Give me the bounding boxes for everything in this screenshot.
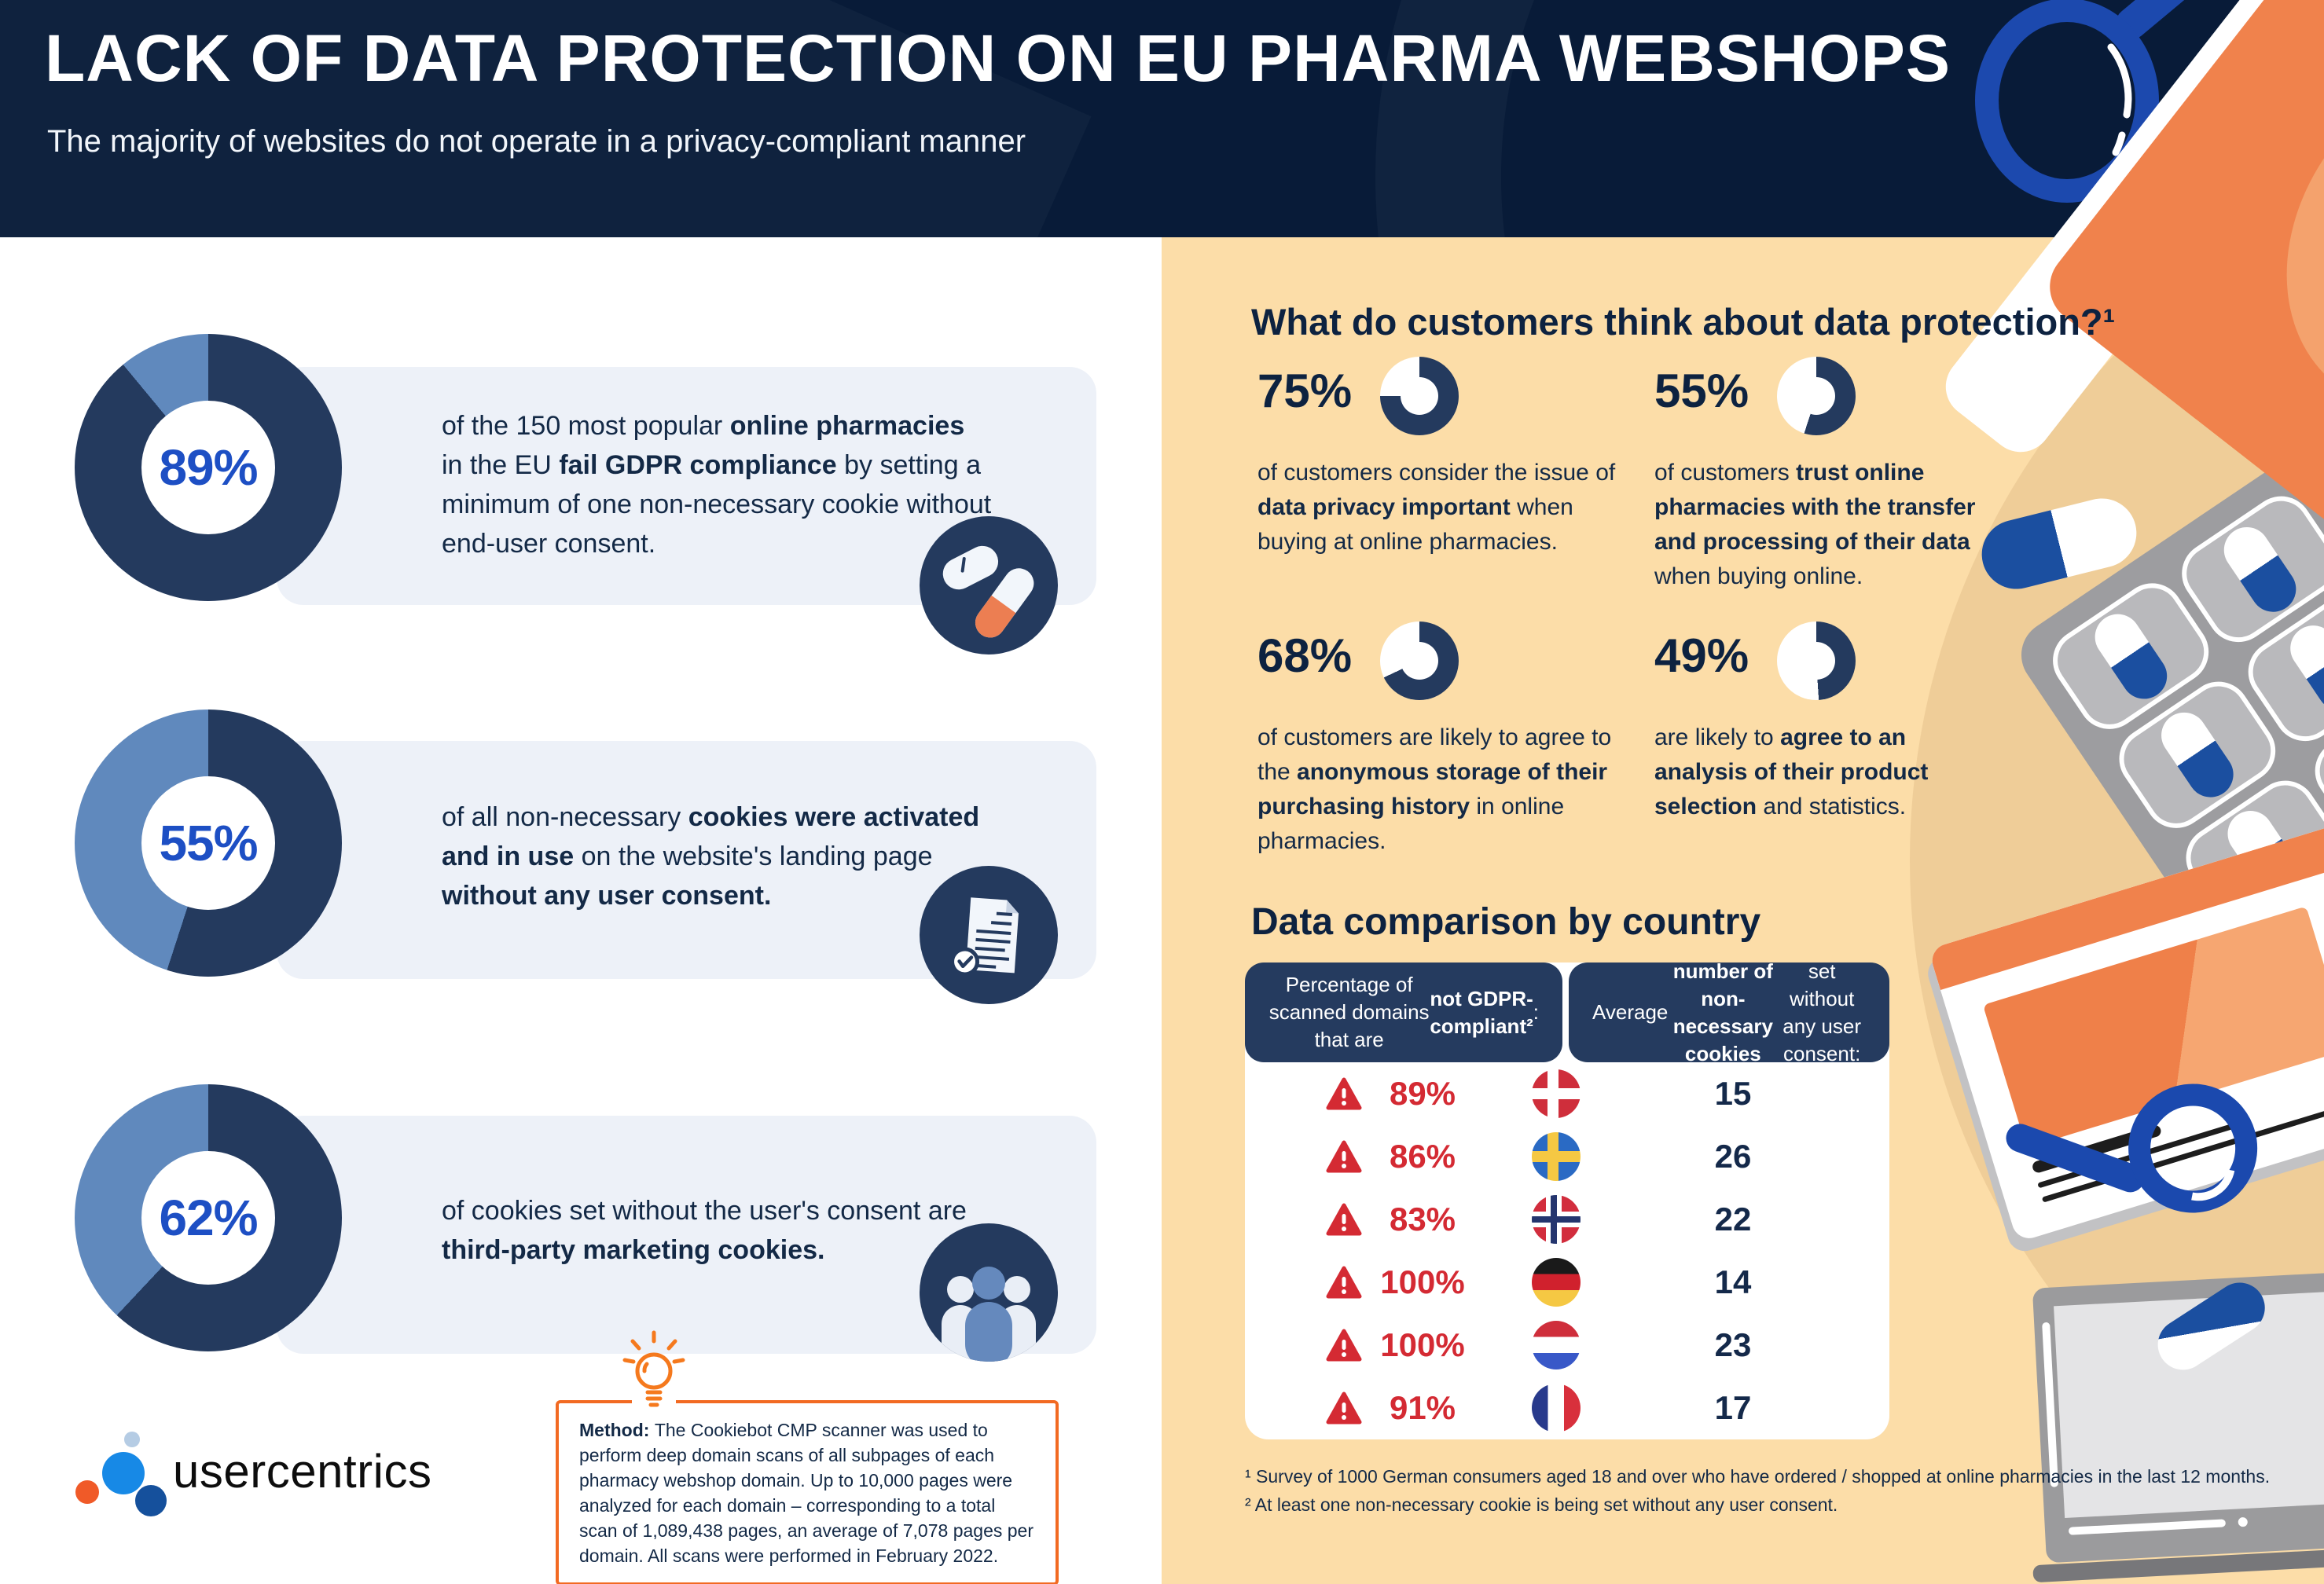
- mini-donut-chart: [1777, 357, 1856, 435]
- stat-card-text: of the 150 most popular online pharmacie…: [442, 411, 992, 559]
- table-row-germany: 100% 14: [1245, 1251, 1889, 1314]
- footnote-1: ¹ Survey of 1000 German consumers aged 1…: [1245, 1466, 2271, 1487]
- donut-hole: 89%: [141, 401, 275, 534]
- stat-head: 75%: [1257, 357, 1643, 435]
- warning-icon: [1326, 1077, 1362, 1110]
- table-rows: 89% 15 86% 26 83% 22 100% 14: [1245, 1062, 1889, 1439]
- comparison-heading: Data comparison by country: [1251, 901, 1761, 943]
- logo-dot-blue: [102, 1452, 145, 1494]
- warning-icon: [1326, 1203, 1362, 1236]
- lightbulb-icon: [622, 1330, 685, 1407]
- laptop-decoration: [2032, 1270, 2324, 1584]
- magnifying-glass-icon: [1975, 0, 2185, 203]
- noncompliant-percent: 91%: [1389, 1389, 1456, 1426]
- donut-percent-label: 62%: [159, 1190, 258, 1246]
- table-row-denmark: 89% 15: [1245, 1062, 1889, 1125]
- flag-france-icon: [1532, 1384, 1581, 1432]
- warning-icon: [1326, 1392, 1362, 1424]
- cookie-count: 22: [1714, 1201, 1752, 1238]
- capsule-icon: [2215, 518, 2305, 621]
- table-header-cookies: Average number of non-necessary cookies …: [1569, 959, 1889, 1065]
- flag-norway-icon: [1532, 1195, 1581, 1244]
- donut-percent-label: 89%: [159, 439, 258, 496]
- cookie-count: 26: [1714, 1138, 1752, 1175]
- noncompliant-percent: 83%: [1389, 1201, 1456, 1238]
- donut-hole: 55%: [141, 776, 275, 910]
- table-row-norway: 83% 22: [1245, 1188, 1889, 1251]
- header-banner: LACK OF DATA PROTECTION ON EU PHARMA WEB…: [0, 0, 2324, 237]
- customer-stat-49: 49% are likely to agree to an analysis o…: [1654, 622, 2039, 824]
- flag-germany-icon: [1532, 1258, 1581, 1307]
- customer-section-heading: What do customers think about data prote…: [1251, 301, 2116, 343]
- logo-dot-navy: [135, 1485, 167, 1516]
- stat-card-text: of cookies set without the user's consen…: [442, 1196, 967, 1265]
- donut-chart-62: 62%: [75, 1084, 342, 1351]
- warning-icon: [1326, 1140, 1362, 1173]
- capsule-icon: [2086, 605, 2176, 708]
- magnifying-glass-icon: [1994, 1062, 2278, 1261]
- noncompliant-percent: 86%: [1389, 1138, 1456, 1175]
- stat-percent: 55%: [1654, 365, 1749, 417]
- magnifier-lens: [2122, 1077, 2264, 1219]
- table-row-france: 91% 17: [1245, 1377, 1889, 1439]
- stat-percent: 75%: [1257, 365, 1353, 417]
- stat-text: of customers consider the issue of data …: [1257, 460, 1616, 555]
- cookie-count: 14: [1714, 1263, 1752, 1300]
- stat-text: are likely to agree to an analysis of th…: [1654, 724, 1929, 820]
- usercentrics-logo: usercentrics: [69, 1432, 509, 1518]
- stat-card-text: of all non-necessary cookies were activa…: [442, 802, 980, 911]
- stat-head: 49%: [1654, 622, 2039, 700]
- donut-percent-label: 55%: [159, 815, 258, 871]
- noncompliant-percent: 89%: [1389, 1075, 1456, 1112]
- pill-capsule-icon: [920, 516, 1058, 654]
- country-comparison-table: Percentage of scanned domains that are n…: [1245, 959, 1889, 1439]
- page-subtitle: The majority of websites do not operate …: [47, 124, 1026, 159]
- flag-sweden-icon: [1532, 1132, 1581, 1181]
- stat-text: of customers trust online pharmacies wit…: [1654, 460, 1976, 589]
- warning-icon: [1326, 1329, 1362, 1362]
- noncompliant-percent: 100%: [1380, 1326, 1465, 1363]
- footnote-2: ² At least one non-necessary cookie is b…: [1245, 1494, 1838, 1515]
- flag-netherlands-icon: [1532, 1321, 1581, 1370]
- logo-dot-orange: [75, 1480, 99, 1504]
- capsule-icon: [2281, 616, 2324, 720]
- noncompliant-percent: 100%: [1380, 1263, 1465, 1300]
- customer-stat-68: 68% of customers are likely to agree to …: [1257, 622, 1643, 859]
- mini-donut-chart: [1380, 622, 1459, 700]
- method-note: Method: The Cookiebot CMP scanner was us…: [556, 1400, 1059, 1584]
- stat-percent: 68%: [1257, 629, 1353, 682]
- donut-hole: 62%: [141, 1151, 275, 1285]
- stat-head: 55%: [1654, 357, 2039, 435]
- warning-icon: [1326, 1266, 1362, 1299]
- mini-donut-chart: [1777, 622, 1856, 700]
- flag-denmark-icon: [1532, 1069, 1581, 1118]
- capsule-icon: [2152, 703, 2242, 806]
- logo-dot-pale: [124, 1432, 140, 1447]
- mini-donut-chart: [1380, 357, 1459, 435]
- stat-percent: 49%: [1654, 629, 1749, 682]
- logo-wordmark: usercentrics: [173, 1445, 432, 1498]
- cookie-count: 23: [1714, 1326, 1752, 1363]
- donut-chart-55: 55%: [75, 710, 342, 977]
- stat-head: 68%: [1257, 622, 1643, 700]
- magnifier-handle: [2002, 1120, 2149, 1197]
- table-row-netherlands: 100% 23: [1245, 1314, 1889, 1377]
- people-icon: [920, 1223, 1058, 1362]
- customer-stat-55: 55% of customers trust online pharmacies…: [1654, 357, 2039, 594]
- donut-chart-89: 89%: [75, 334, 342, 601]
- customer-stat-75: 75% of customers consider the issue of d…: [1257, 357, 1643, 559]
- cookie-count: 17: [1714, 1389, 1752, 1426]
- table-row-sweden: 86% 26: [1245, 1125, 1889, 1188]
- bulb-background-patch: [632, 1395, 676, 1408]
- document-check-icon: [920, 866, 1058, 1004]
- stat-text: of customers are likely to agree to the …: [1257, 724, 1612, 854]
- page-title: LACK OF DATA PROTECTION ON EU PHARMA WEB…: [45, 21, 1951, 95]
- table-header-noncompliant: Percentage of scanned domains that are n…: [1245, 962, 1562, 1062]
- cookie-count: 15: [1714, 1075, 1752, 1112]
